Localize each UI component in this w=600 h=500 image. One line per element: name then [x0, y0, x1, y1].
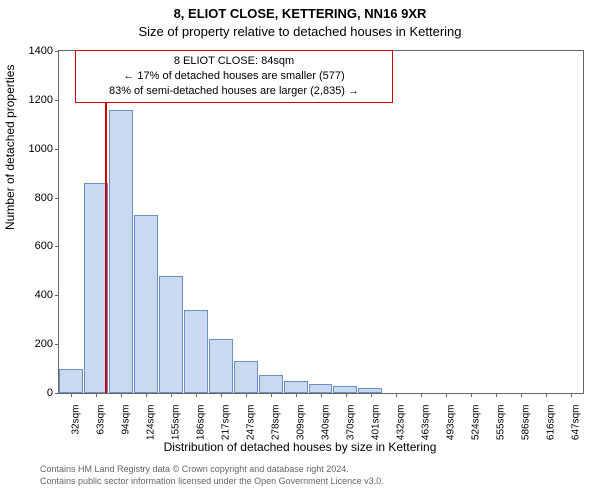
x-tick-mark [571, 393, 572, 397]
info-box-line3: 83% of semi-detached houses are larger (… [84, 84, 384, 99]
x-tick-label: 370sqm [345, 405, 356, 441]
footer-line2: Contains public sector information licen… [40, 476, 384, 488]
x-tick-label: 432sqm [395, 405, 406, 441]
y-tick-mark [55, 295, 59, 296]
x-tick-mark [546, 393, 547, 397]
x-tick-label: 63sqm [96, 405, 107, 435]
histogram-bar [234, 361, 258, 393]
chart-title-sub: Size of property relative to detached ho… [0, 24, 600, 39]
x-tick-mark [446, 393, 447, 397]
x-tick-label: 463sqm [420, 405, 431, 441]
x-tick-mark [396, 393, 397, 397]
x-tick-label: 124sqm [146, 405, 157, 441]
property-info-box: 8 ELIOT CLOSE: 84sqm ← 17% of detached h… [75, 50, 393, 103]
y-tick-mark [55, 149, 59, 150]
info-box-line2: ← 17% of detached houses are smaller (57… [84, 69, 384, 84]
chart-footer: Contains HM Land Registry data © Crown c… [40, 464, 384, 487]
x-tick-mark [296, 393, 297, 397]
x-tick-label: 217sqm [221, 405, 232, 441]
y-tick-mark [55, 198, 59, 199]
histogram-bar [59, 369, 83, 393]
x-tick-label: 155sqm [171, 405, 182, 441]
x-tick-mark [421, 393, 422, 397]
histogram-bar [333, 386, 357, 393]
x-tick-mark [521, 393, 522, 397]
x-tick-mark [346, 393, 347, 397]
x-tick-mark [71, 393, 72, 397]
y-tick-mark [55, 100, 59, 101]
x-tick-label: 309sqm [296, 405, 307, 441]
x-tick-mark [221, 393, 222, 397]
y-tick-label: 800 [35, 192, 53, 204]
x-tick-mark [246, 393, 247, 397]
y-tick-label: 1400 [29, 45, 53, 57]
x-axis-label: Distribution of detached houses by size … [0, 440, 600, 454]
histogram-bar [259, 375, 283, 393]
y-tick-mark [55, 246, 59, 247]
chart-title-main: 8, ELIOT CLOSE, KETTERING, NN16 9XR [0, 6, 600, 21]
y-tick-mark [55, 344, 59, 345]
y-tick-label: 1200 [29, 94, 53, 106]
x-tick-mark [196, 393, 197, 397]
y-tick-label: 1000 [29, 143, 53, 155]
y-tick-label: 600 [35, 240, 53, 252]
x-tick-mark [271, 393, 272, 397]
y-tick-mark [55, 393, 59, 394]
x-tick-label: 555sqm [495, 405, 506, 441]
histogram-bar [134, 215, 158, 393]
x-tick-mark [471, 393, 472, 397]
y-tick-mark [55, 51, 59, 52]
x-tick-label: 401sqm [370, 405, 381, 441]
x-tick-mark [121, 393, 122, 397]
histogram-bar [284, 381, 308, 393]
x-tick-mark [96, 393, 97, 397]
y-tick-label: 400 [35, 289, 53, 301]
histogram-bar [109, 110, 133, 393]
histogram-bar [159, 276, 183, 393]
x-tick-mark [321, 393, 322, 397]
x-tick-label: 94sqm [121, 405, 132, 435]
x-tick-label: 247sqm [246, 405, 257, 441]
footer-line1: Contains HM Land Registry data © Crown c… [40, 464, 384, 476]
x-tick-mark [171, 393, 172, 397]
y-tick-label: 200 [35, 338, 53, 350]
x-tick-mark [371, 393, 372, 397]
histogram-bar [309, 384, 333, 393]
x-tick-label: 278sqm [271, 405, 282, 441]
histogram-bar [209, 339, 233, 393]
x-tick-label: 32sqm [71, 405, 82, 435]
x-tick-mark [496, 393, 497, 397]
x-tick-mark [146, 393, 147, 397]
x-tick-label: 616sqm [545, 405, 556, 441]
x-tick-label: 493sqm [445, 405, 456, 441]
histogram-bar [184, 310, 208, 393]
x-tick-label: 524sqm [470, 405, 481, 441]
x-tick-label: 186sqm [196, 405, 207, 441]
x-tick-label: 647sqm [570, 405, 581, 441]
info-box-line1: 8 ELIOT CLOSE: 84sqm [84, 54, 384, 69]
y-axis-label: Number of detached properties [3, 65, 17, 230]
x-tick-label: 586sqm [520, 405, 531, 441]
x-tick-label: 340sqm [321, 405, 332, 441]
y-tick-label: 0 [47, 387, 53, 399]
